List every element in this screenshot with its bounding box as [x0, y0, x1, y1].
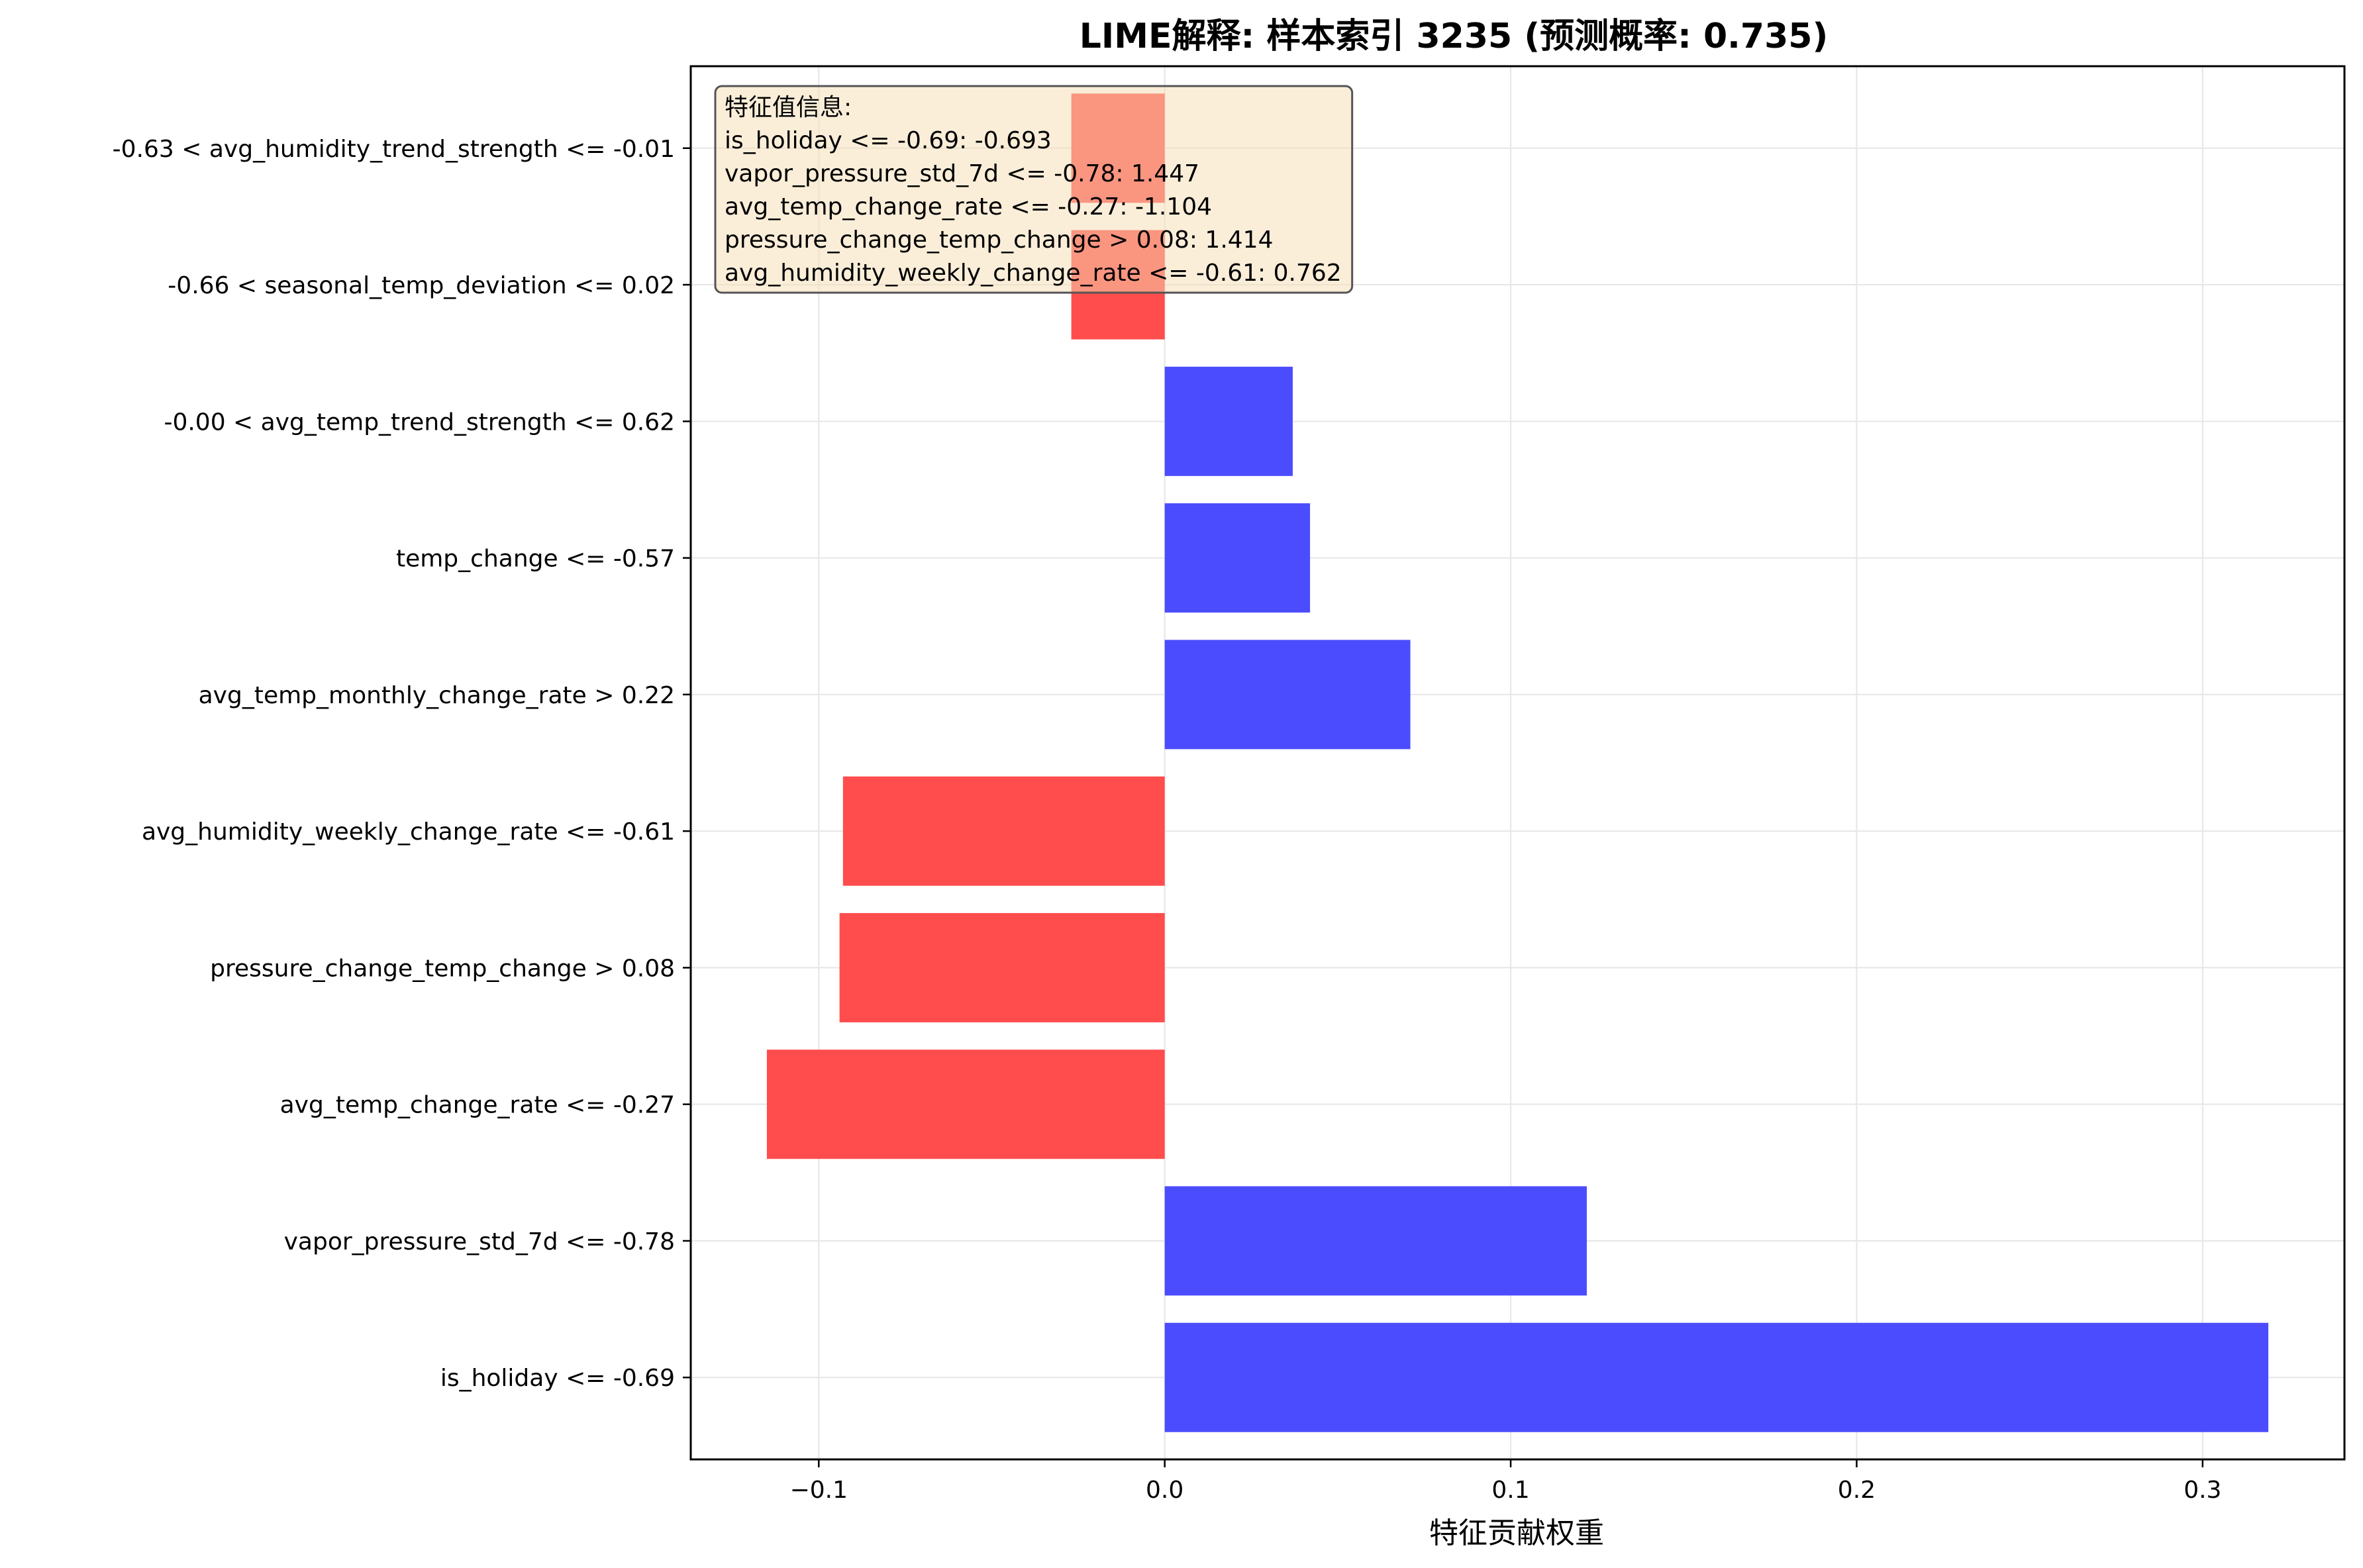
y-tick-label: avg_temp_change_rate <= -0.27 [280, 1092, 675, 1119]
bar-1 [1164, 1186, 1587, 1296]
feature-info-line: pressure_change_temp_change > 0.08: 1.41… [725, 226, 1274, 254]
bar-6 [1164, 503, 1311, 613]
y-tick-label: -0.00 < avg_temp_trend_strength <= 0.62 [164, 409, 675, 436]
feature-info-line: vapor_pressure_std_7d <= -0.78: 1.447 [725, 160, 1199, 187]
x-tick-label: −0.1 [790, 1477, 848, 1504]
bar-5 [1164, 640, 1411, 750]
y-tick-label: temp_change <= -0.57 [396, 546, 675, 573]
feature-info-line: avg_temp_change_rate <= -0.27: -1.104 [725, 193, 1212, 220]
feature-info-line: is_holiday <= -0.69: -0.693 [725, 127, 1052, 154]
x-tick-label: 0.0 [1146, 1477, 1183, 1504]
bar-2 [766, 1050, 1165, 1159]
plot-area: is_holiday <= -0.69 vapor_pressure_std_7d… [113, 65, 2346, 1504]
axes-frame [689, 65, 2346, 1461]
bar-4 [842, 776, 1165, 886]
y-tick-label: pressure_change_temp_change > 0.08 [210, 955, 675, 982]
feature-info-line: avg_humidity_weekly_change_rate <= -0.61… [725, 260, 1342, 287]
x-tick-label: 0.3 [2184, 1477, 2221, 1504]
feature-info-box-background [714, 85, 1354, 294]
bar-3 [839, 912, 1165, 1022]
chart-title: LIME解释: 样本索引 3235 (预测概率: 0.735) [1080, 17, 1829, 56]
bar-7 [1164, 366, 1293, 476]
x-tick-label: 0.1 [1491, 1477, 1529, 1504]
y-tick-label: -0.63 < avg_humidity_trend_strength <= -… [113, 136, 675, 163]
y-tick-label: avg_temp_monthly_change_rate > 0.22 [199, 682, 675, 709]
feature-info-box: 特征值信息: is_holiday <= -0.69: -0.693 vapor_p… [714, 85, 1354, 294]
y-tick-label: is_holiday <= -0.69 [440, 1365, 675, 1392]
y-tick-label: -0.66 < seasonal_temp_deviation <= 0.02 [168, 272, 675, 299]
x-axis-label: 特征贡献权重 [1429, 1516, 1604, 1550]
feature-info-line: 特征值信息: [725, 94, 852, 121]
y-tick-label: avg_humidity_weekly_change_rate <= -0.61 [142, 818, 675, 846]
bar-0 [1164, 1322, 2269, 1432]
y-tick-label: vapor_pressure_std_7d <= -0.78 [284, 1228, 675, 1255]
x-tick-label: 0.2 [1838, 1477, 1876, 1504]
